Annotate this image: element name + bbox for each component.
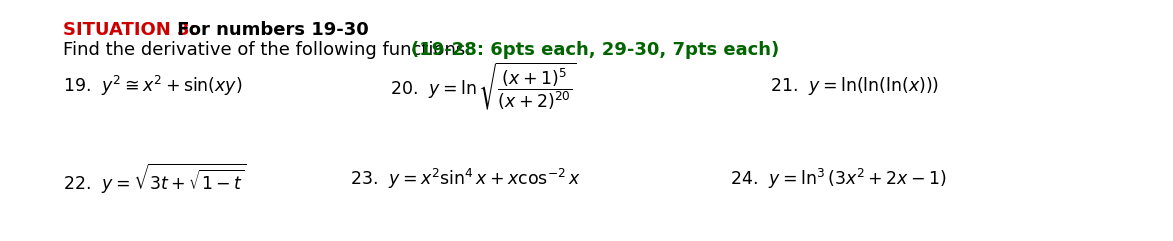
Text: 23.  $y = x^2\sin^4 x + x\cos^{-2}x$: 23. $y = x^2\sin^4 x + x\cos^{-2}x$ [350, 167, 581, 191]
Text: 19.  $y^2 \cong x^2 + \sin(xy)$: 19. $y^2 \cong x^2 + \sin(xy)$ [63, 74, 243, 98]
Text: 20.  $y = \ln\sqrt{\dfrac{(x+1)^5}{(x+2)^{20}}}$: 20. $y = \ln\sqrt{\dfrac{(x+1)^5}{(x+2)^… [389, 60, 576, 112]
Text: Find the derivative of the following functions.: Find the derivative of the following fun… [63, 41, 476, 59]
Text: SITUATION 3:: SITUATION 3: [63, 21, 197, 39]
Text: 24.  $y = \ln^3(3x^2 + 2x - 1)$: 24. $y = \ln^3(3x^2 + 2x - 1)$ [730, 167, 947, 191]
Text: 22.  $y = \sqrt{3t + \sqrt{1-t}}$: 22. $y = \sqrt{3t + \sqrt{1-t}}$ [63, 162, 246, 196]
Text: 21.  $y = \ln(\ln(\ln(x)))$: 21. $y = \ln(\ln(\ln(x)))$ [769, 75, 940, 97]
Text: (19-28: 6pts each, 29-30, 7pts each): (19-28: 6pts each, 29-30, 7pts each) [411, 41, 779, 59]
Text: For numbers 19-30: For numbers 19-30 [171, 21, 368, 39]
